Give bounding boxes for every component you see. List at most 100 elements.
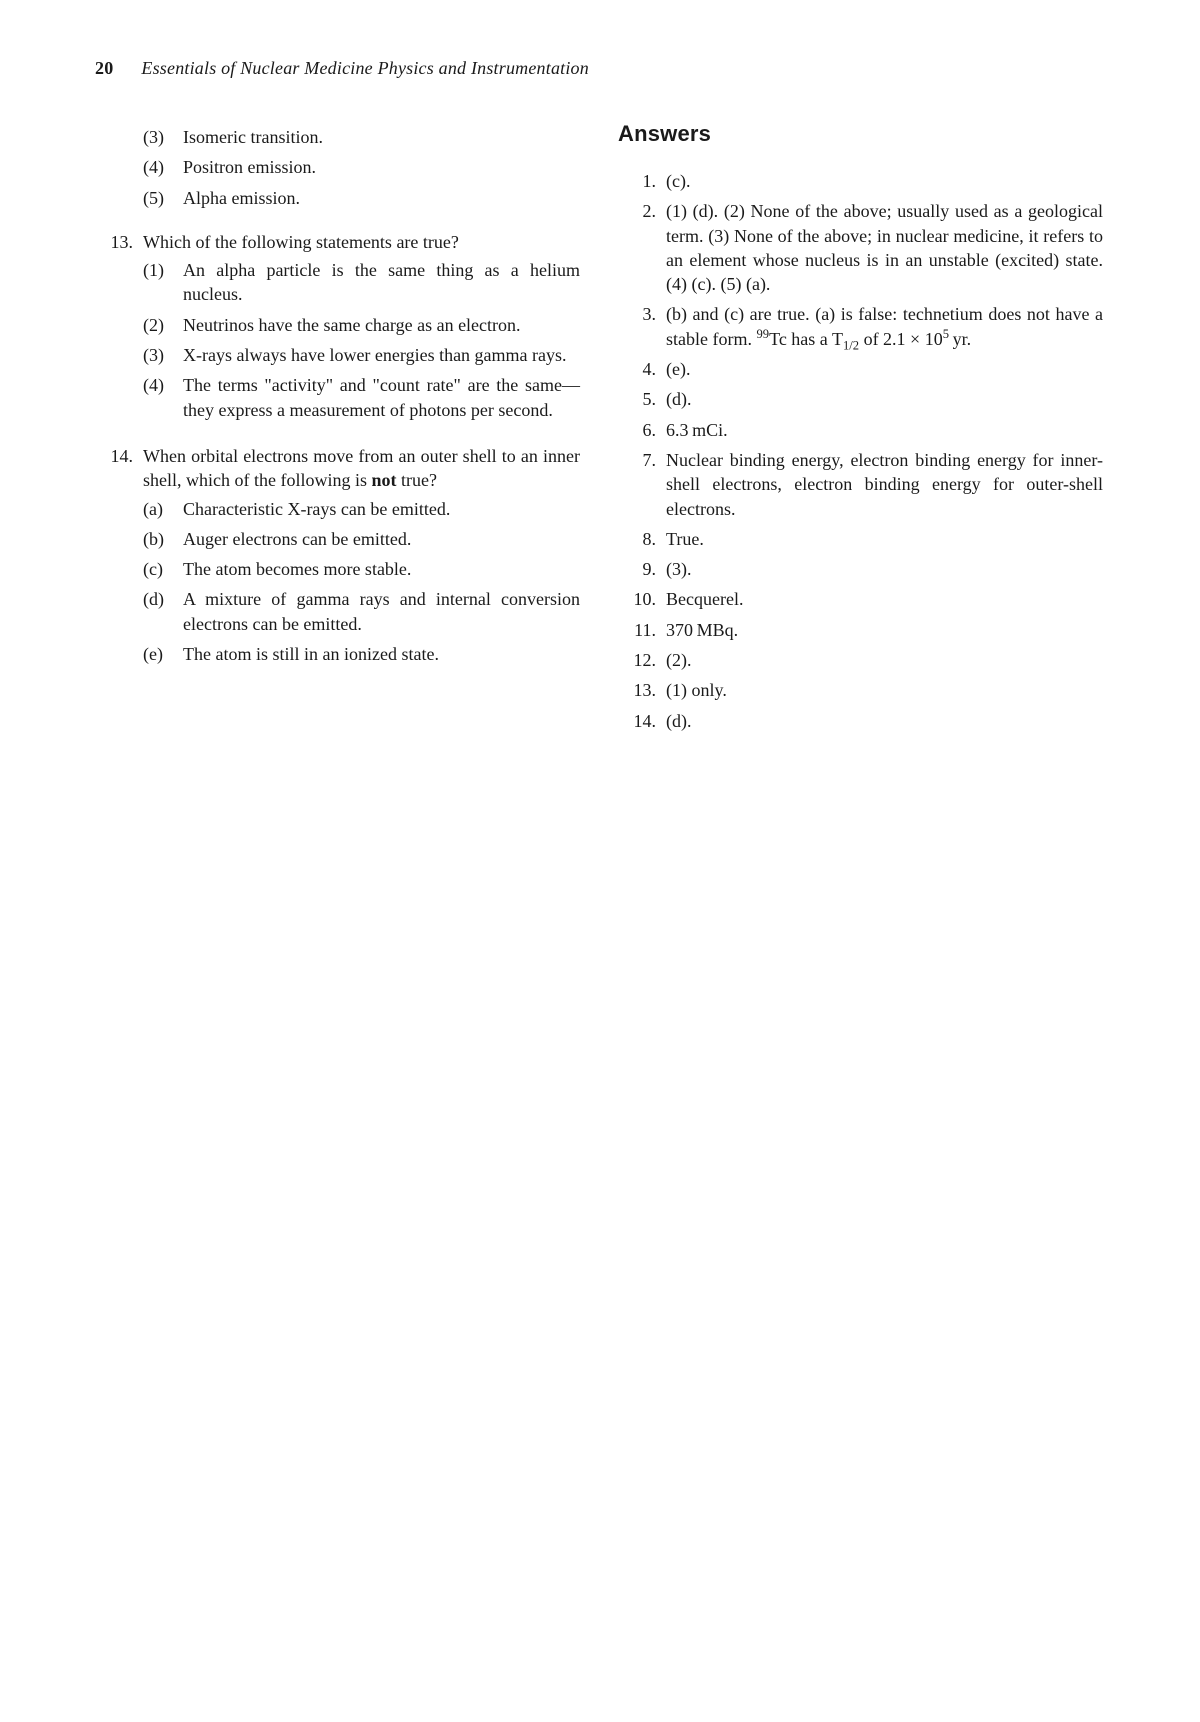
option-marker: (a) [143, 497, 183, 521]
question-body: When orbital electrons move from an oute… [143, 444, 580, 672]
answer-number: 11. [618, 618, 666, 642]
answer-item: 10. Becquerel. [618, 587, 1103, 611]
answer-item: 4. (e). [618, 357, 1103, 381]
answer-item: 2. (1) (d). (2) None of the above; usual… [618, 199, 1103, 296]
answer-item: 9. (3). [618, 557, 1103, 581]
option-text: The terms "activity" and "count rate" ar… [183, 373, 580, 422]
option-text: Alpha emission. [183, 186, 580, 210]
answer-item: 3. (b) and (c) are true. (a) is false: t… [618, 302, 1103, 351]
question-13: 13. Which of the following statements ar… [95, 230, 580, 428]
answer-text: (c). [666, 169, 1103, 193]
stem-bold: not [371, 470, 396, 490]
option-marker: (d) [143, 587, 183, 636]
list-item: (3) X-rays always have lower energies th… [143, 343, 580, 367]
answer-text: Nuclear binding energy, electron binding… [666, 448, 1103, 521]
page: 20 Essentials of Nuclear Medicine Physic… [0, 0, 1200, 1722]
question-14: 14. When orbital electrons move from an … [95, 444, 580, 672]
answer-text: (1) (d). (2) None of the above; usually … [666, 199, 1103, 296]
answer-number: 13. [618, 678, 666, 702]
question-number: 14. [95, 444, 143, 672]
answer-text: (b) and (c) are true. (a) is false: tech… [666, 302, 1103, 351]
option-text: The atom becomes more stable. [183, 557, 580, 581]
list-item: (4) The terms "activity" and "count rate… [143, 373, 580, 422]
answer-number: 2. [618, 199, 666, 296]
option-list: (1) An alpha particle is the same thing … [143, 258, 580, 422]
option-marker: (c) [143, 557, 183, 581]
answer-text: (d). [666, 709, 1103, 733]
option-text: Auger electrons can be emitted. [183, 527, 580, 551]
option-marker: (b) [143, 527, 183, 551]
answer-number: 8. [618, 527, 666, 551]
list-item: (e) The atom is still in an ionized stat… [143, 642, 580, 666]
option-marker: (4) [143, 155, 183, 179]
right-column: Answers 1. (c). 2. (1) (d). (2) None of … [618, 121, 1103, 739]
answer-item: 6. 6.3 mCi. [618, 418, 1103, 442]
answer-number: 5. [618, 387, 666, 411]
option-marker: (1) [143, 258, 183, 307]
list-item: (5) Alpha emission. [143, 186, 580, 210]
columns: (3) Isomeric transition. (4) Positron em… [95, 121, 1105, 739]
answer-number: 10. [618, 587, 666, 611]
answer-item: 13. (1) only. [618, 678, 1103, 702]
answers-list: 1. (c). 2. (1) (d). (2) None of the abov… [618, 169, 1103, 733]
option-text: The atom is still in an ionized state. [183, 642, 580, 666]
list-item: (a) Characteristic X-rays can be emitted… [143, 497, 580, 521]
option-text: A mixture of gamma rays and internal con… [183, 587, 580, 636]
list-item: (1) An alpha particle is the same thing … [143, 258, 580, 307]
option-marker: (2) [143, 313, 183, 337]
list-item: (d) A mixture of gamma rays and internal… [143, 587, 580, 636]
answer-text: (3). [666, 557, 1103, 581]
option-text: Isomeric transition. [183, 125, 580, 149]
answer-number: 9. [618, 557, 666, 581]
option-marker: (e) [143, 642, 183, 666]
running-title: Essentials of Nuclear Medicine Physics a… [141, 58, 589, 79]
answer-item: 5. (d). [618, 387, 1103, 411]
list-item: (2) Neutrinos have the same charge as an… [143, 313, 580, 337]
question-number: 13. [95, 230, 143, 428]
option-text: X-rays always have lower energies than g… [183, 343, 580, 367]
option-text: Positron emission. [183, 155, 580, 179]
option-marker: (3) [143, 125, 183, 149]
option-marker: (4) [143, 373, 183, 422]
answer-number: 14. [618, 709, 666, 733]
question-stem: Which of the following statements are tr… [143, 232, 459, 252]
answer-text: (d). [666, 387, 1103, 411]
answer-item: 1. (c). [618, 169, 1103, 193]
list-item: (c) The atom becomes more stable. [143, 557, 580, 581]
option-marker: (3) [143, 343, 183, 367]
answer-number: 6. [618, 418, 666, 442]
answer-text: 370 MBq. [666, 618, 1103, 642]
question-body: Which of the following statements are tr… [143, 230, 580, 428]
answer-text: Becquerel. [666, 587, 1103, 611]
list-item: (4) Positron emission. [143, 155, 580, 179]
answer-text: (2). [666, 648, 1103, 672]
answer-number: 7. [618, 448, 666, 521]
answer-item: 12. (2). [618, 648, 1103, 672]
answer-item: 7. Nuclear binding energy, electron bind… [618, 448, 1103, 521]
stem-suffix: true? [397, 470, 437, 490]
answer-text: True. [666, 527, 1103, 551]
answer-text: (1) only. [666, 678, 1103, 702]
answer-number: 1. [618, 169, 666, 193]
answer-number: 3. [618, 302, 666, 351]
answer-text: 6.3 mCi. [666, 418, 1103, 442]
option-marker: (5) [143, 186, 183, 210]
answer-item: 14. (d). [618, 709, 1103, 733]
answer-text: (e). [666, 357, 1103, 381]
answer-item: 8. True. [618, 527, 1103, 551]
left-column: (3) Isomeric transition. (4) Positron em… [95, 121, 580, 739]
list-item: (3) Isomeric transition. [143, 125, 580, 149]
option-text: Neutrinos have the same charge as an ele… [183, 313, 580, 337]
answers-heading: Answers [618, 121, 1103, 147]
option-list: (a) Characteristic X-rays can be emitted… [143, 497, 580, 667]
answer-number: 12. [618, 648, 666, 672]
answer-number: 4. [618, 357, 666, 381]
running-head: 20 Essentials of Nuclear Medicine Physic… [95, 58, 1105, 79]
answer-item: 11. 370 MBq. [618, 618, 1103, 642]
option-text: Characteristic X-rays can be emitted. [183, 497, 580, 521]
list-item: (b) Auger electrons can be emitted. [143, 527, 580, 551]
question-stem: When orbital electrons move from an oute… [143, 446, 580, 490]
continuation-list: (3) Isomeric transition. (4) Positron em… [95, 125, 580, 210]
stem-prefix: When orbital electrons move from an oute… [143, 446, 580, 490]
option-text: An alpha particle is the same thing as a… [183, 258, 580, 307]
